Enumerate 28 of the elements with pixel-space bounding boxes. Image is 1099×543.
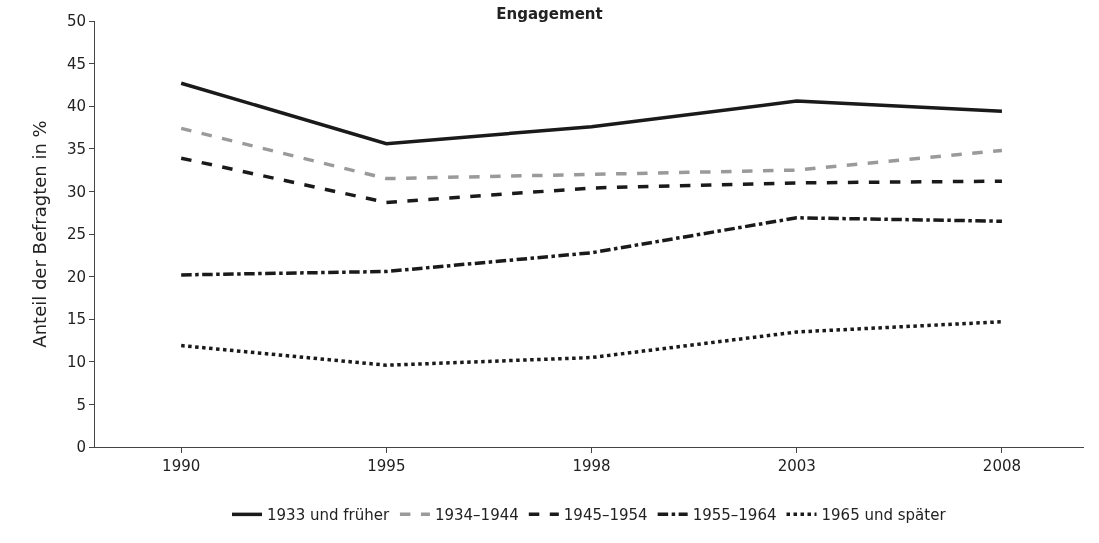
line-series xyxy=(179,216,1004,277)
y-tick-label: 50 xyxy=(66,12,86,31)
y-tick-label: 10 xyxy=(66,353,86,372)
y-tick-label: 35 xyxy=(66,140,86,159)
legend-label: 1933 und früher xyxy=(267,506,390,525)
x-tick-label: 1995 xyxy=(367,457,406,475)
x-tick-label: 1990 xyxy=(162,457,201,475)
legend-label: 1945–1954 xyxy=(563,506,648,525)
line-series xyxy=(179,320,1004,367)
y-tick-label: 20 xyxy=(66,267,86,286)
x-tick-label: 1998 xyxy=(572,457,611,475)
line-series xyxy=(179,156,1004,205)
y-tick-label: 30 xyxy=(66,182,86,201)
y-tick-label: 40 xyxy=(66,97,86,116)
y-tick-label: 5 xyxy=(76,395,86,414)
line-series xyxy=(179,126,1004,181)
chart-title: Engagement xyxy=(496,4,603,23)
legend-label: 1955–1964 xyxy=(692,506,777,525)
line-series xyxy=(179,81,1004,146)
y-tick-label: 0 xyxy=(76,438,86,457)
y-tick-label: 25 xyxy=(66,225,86,244)
legend-label: 1965 und später xyxy=(821,506,947,525)
y-axis-title: Anteil der Befragten in % xyxy=(29,120,51,348)
y-tick-label: 45 xyxy=(66,54,86,73)
y-tick-label: 15 xyxy=(66,310,86,329)
x-tick-label: 2003 xyxy=(777,457,816,475)
legend-label: 1934–1944 xyxy=(434,506,519,525)
x-tick-label: 2008 xyxy=(982,457,1022,475)
